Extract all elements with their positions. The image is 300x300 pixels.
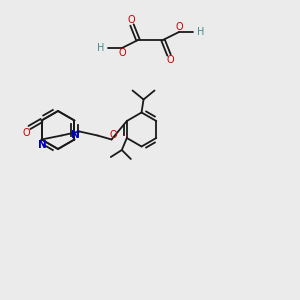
Text: H: H bbox=[97, 43, 104, 53]
Text: O: O bbox=[110, 130, 117, 140]
Text: O: O bbox=[127, 15, 135, 25]
Text: O: O bbox=[175, 22, 183, 32]
Text: H: H bbox=[197, 27, 204, 37]
Text: N: N bbox=[71, 130, 80, 140]
Text: O: O bbox=[166, 55, 174, 65]
Text: N: N bbox=[38, 140, 47, 149]
Text: O: O bbox=[118, 48, 126, 58]
Text: O: O bbox=[22, 128, 30, 137]
